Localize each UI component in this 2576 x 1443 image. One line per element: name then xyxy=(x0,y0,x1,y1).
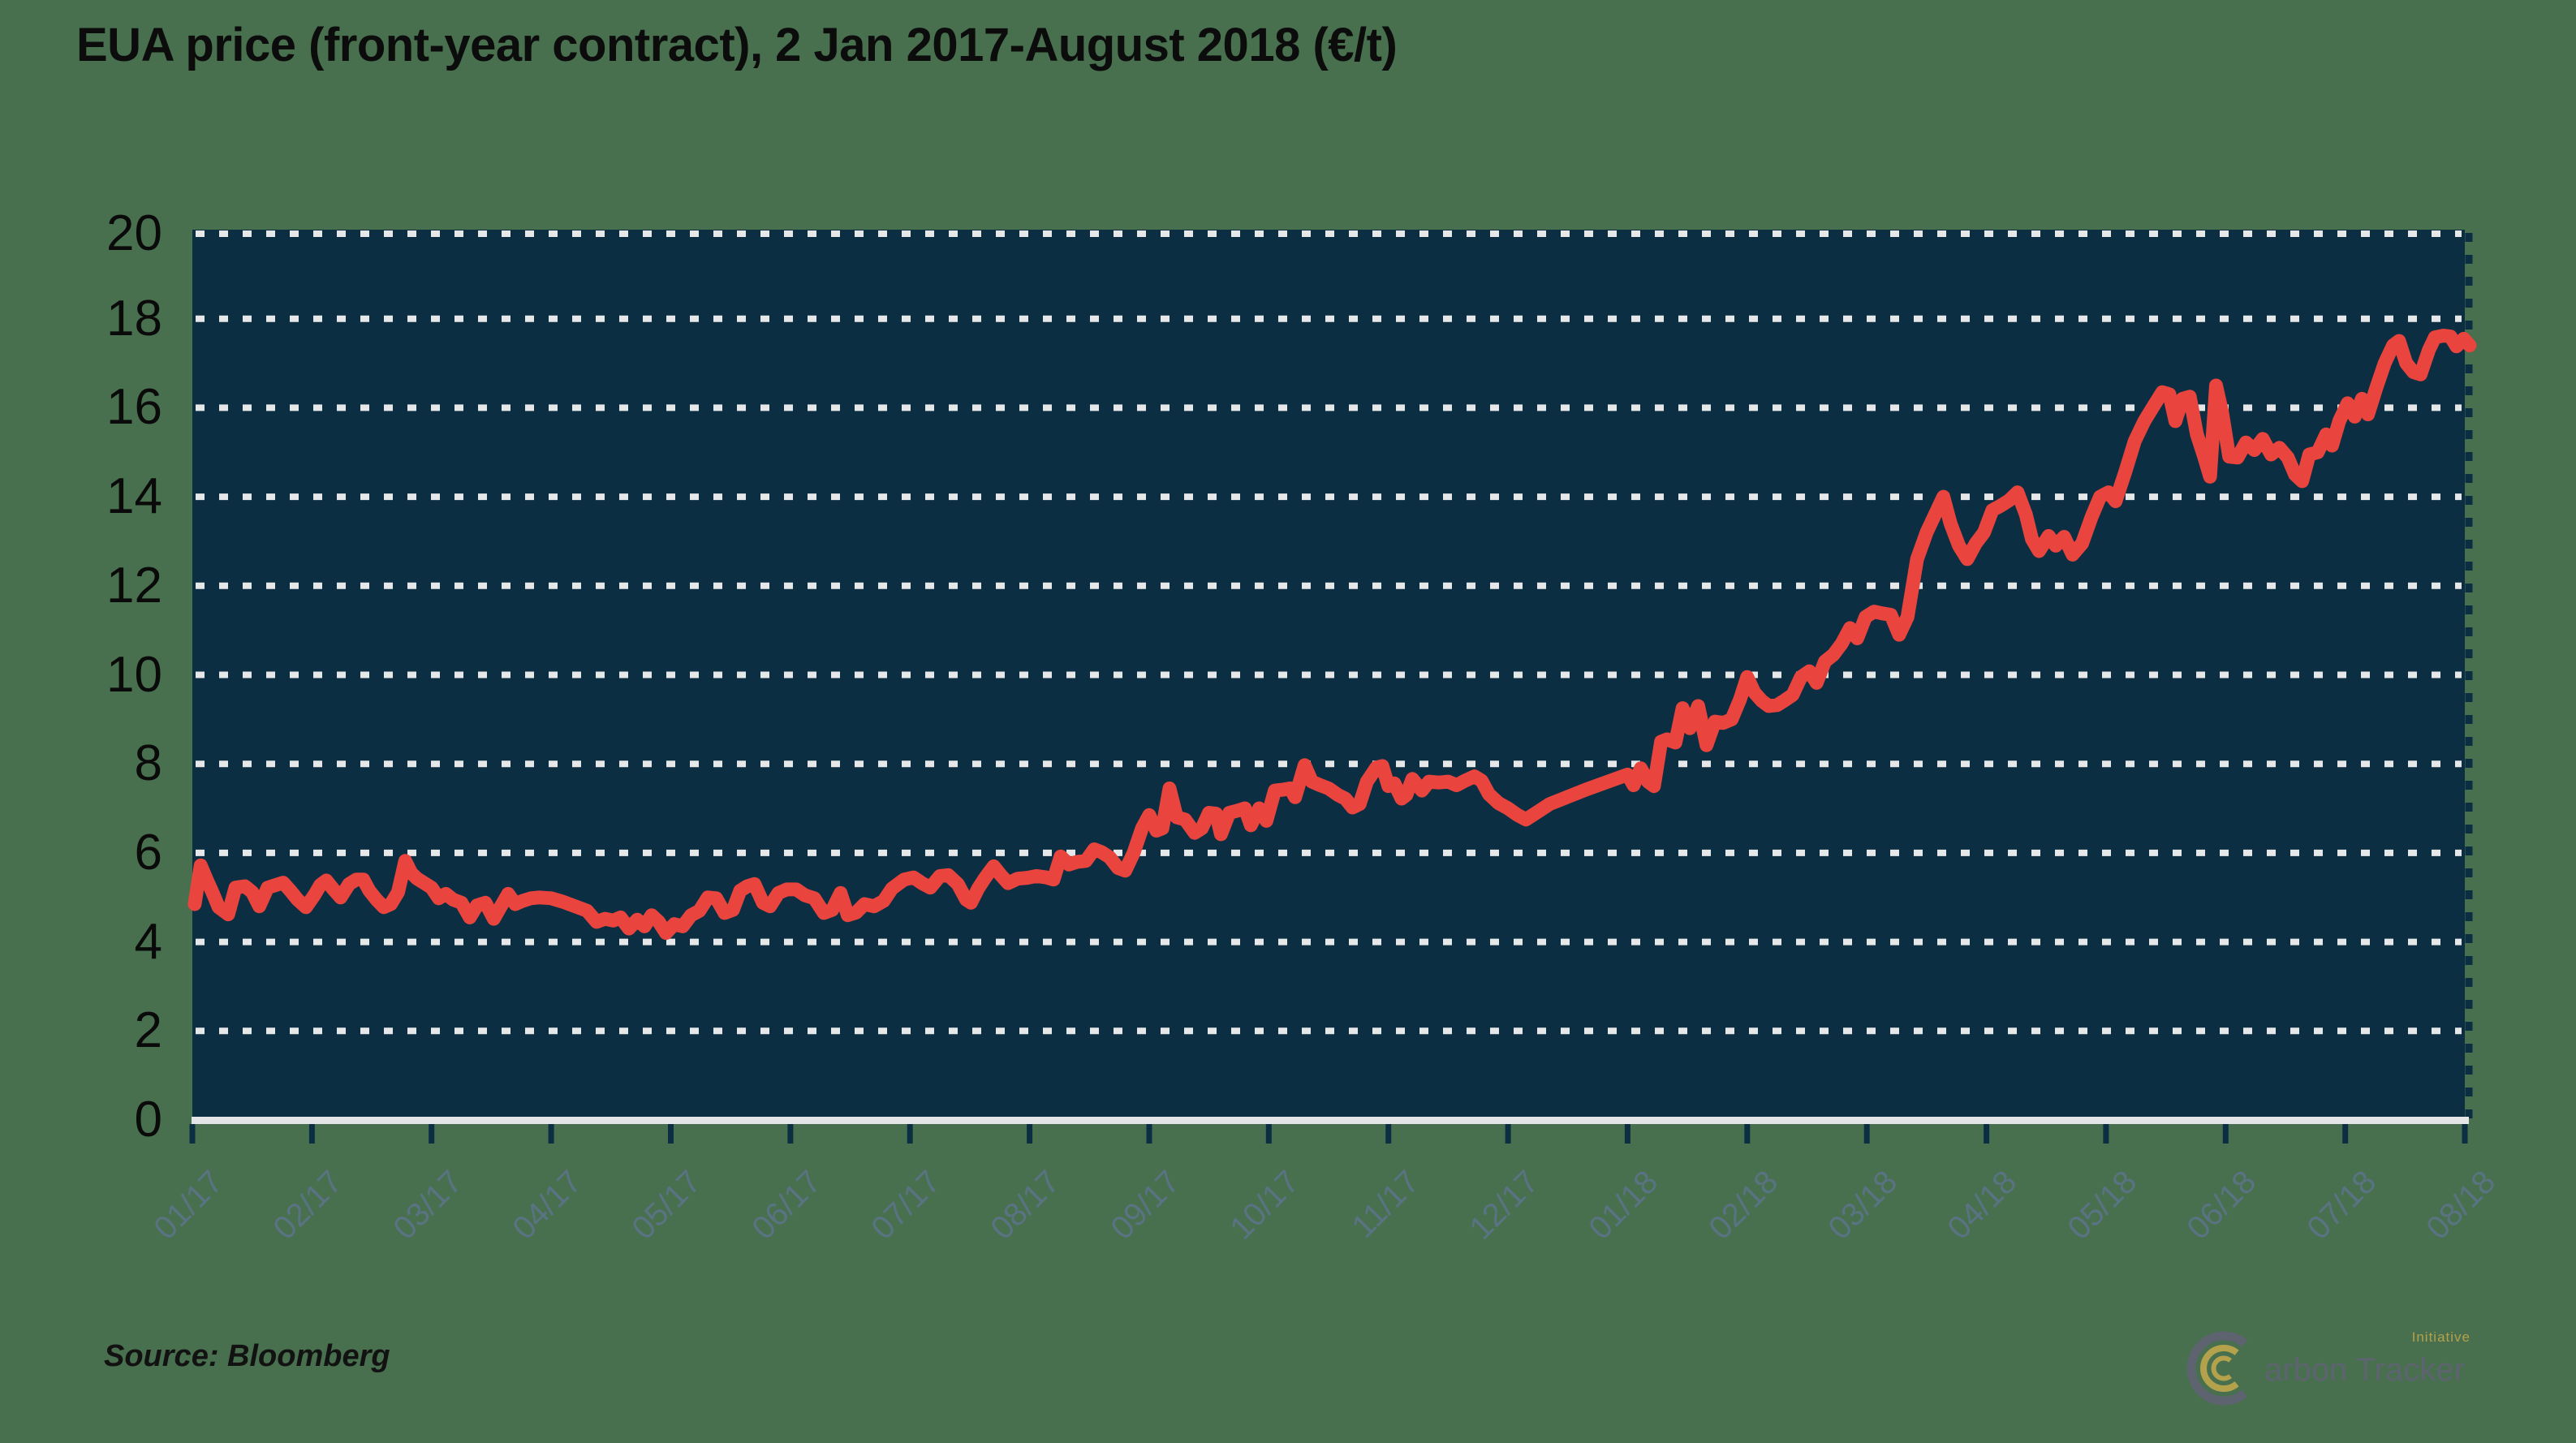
x-tick-09/17 xyxy=(1146,1124,1152,1144)
x-tick-label-01/18: 01/18 xyxy=(1582,1164,1665,1247)
y-tick-label-10: 10 xyxy=(106,646,162,703)
x-tick-label-03/18: 03/18 xyxy=(1821,1164,1905,1247)
x-tick-12/17 xyxy=(1505,1124,1511,1144)
y-tick-label-20: 20 xyxy=(106,205,162,261)
x-tick-03/18 xyxy=(1863,1124,1870,1144)
chart-plot xyxy=(187,230,2477,1144)
price-line xyxy=(187,329,2477,941)
x-tick-03/17 xyxy=(429,1124,435,1144)
y-tick-label-0: 0 xyxy=(134,1092,162,1148)
y-tick-label-14: 14 xyxy=(106,468,162,525)
source-note: Source: Bloomberg xyxy=(104,1339,390,1373)
y-tick-label-12: 12 xyxy=(106,557,162,614)
x-tick-11/17 xyxy=(1385,1124,1392,1144)
logo-wordmark: arbon Tracker xyxy=(2264,1352,2465,1388)
x-tick-label-05/17: 05/17 xyxy=(625,1164,709,1247)
x-tick-label-08/17: 08/17 xyxy=(984,1164,1067,1247)
x-tick-label-09/17: 09/17 xyxy=(1104,1164,1187,1247)
x-tick-label-02/18: 02/18 xyxy=(1702,1164,1785,1247)
x-tick-04/17 xyxy=(548,1124,554,1144)
x-tick-label-02/17: 02/17 xyxy=(266,1164,350,1247)
x-tick-label-10/17: 10/17 xyxy=(1223,1164,1307,1247)
x-tick-label-01/17: 01/17 xyxy=(147,1164,230,1247)
logo-initiative-label: Initiative xyxy=(2411,1329,2470,1345)
x-tick-07/18 xyxy=(2342,1124,2349,1144)
x-tick-label-05/18: 05/18 xyxy=(2061,1164,2144,1247)
x-tick-label-06/17: 06/17 xyxy=(745,1164,828,1247)
logo-arc-0 xyxy=(2186,1331,2248,1406)
chart-title: EUA price (front-year contract), 2 Jan 2… xyxy=(76,19,1398,71)
x-tick-10/17 xyxy=(1265,1124,1272,1144)
x-tick-02/17 xyxy=(308,1124,315,1144)
y-tick-label-16: 16 xyxy=(106,379,162,436)
carbon-tracker-logo-icon xyxy=(2186,1331,2248,1406)
x-tick-label-07/18: 07/18 xyxy=(2299,1164,2383,1247)
x-tick-04/18 xyxy=(1984,1124,1990,1144)
y-tick-label-18: 18 xyxy=(106,290,162,347)
x-tick-07/17 xyxy=(907,1124,913,1144)
x-tick-08/18 xyxy=(2462,1124,2468,1144)
carbon-tracker-logo: arbon Tracker Initiative xyxy=(2185,1320,2485,1417)
logo-arc-2 xyxy=(2211,1355,2232,1381)
x-tick-05/17 xyxy=(668,1124,674,1144)
x-tick-02/18 xyxy=(1744,1124,1751,1144)
x-tick-label-11/17: 11/17 xyxy=(1345,1164,1426,1245)
logo-arc-1 xyxy=(2200,1345,2239,1392)
x-tick-label-12/17: 12/17 xyxy=(1462,1164,1546,1247)
y-tick-label-2: 2 xyxy=(134,1002,162,1059)
x-tick-label-03/17: 03/17 xyxy=(386,1164,469,1247)
x-tick-label-08/18: 08/18 xyxy=(2419,1164,2503,1247)
x-tick-08/17 xyxy=(1027,1124,1033,1144)
x-tick-01/18 xyxy=(1624,1124,1630,1144)
x-axis-line xyxy=(192,1117,2469,1124)
x-tick-label-04/17: 04/17 xyxy=(506,1164,589,1247)
x-tick-label-06/18: 06/18 xyxy=(2180,1164,2264,1247)
y-tick-label-4: 4 xyxy=(134,913,162,970)
x-tick-label-04/18: 04/18 xyxy=(1941,1164,2024,1247)
x-tick-01/17 xyxy=(189,1124,196,1144)
x-tick-06/17 xyxy=(787,1124,794,1144)
x-tick-label-07/17: 07/17 xyxy=(864,1164,948,1247)
x-tick-06/18 xyxy=(2222,1124,2229,1144)
x-tick-05/18 xyxy=(2103,1124,2109,1144)
y-tick-label-6: 6 xyxy=(134,824,162,881)
y-tick-label-8: 8 xyxy=(134,735,162,792)
